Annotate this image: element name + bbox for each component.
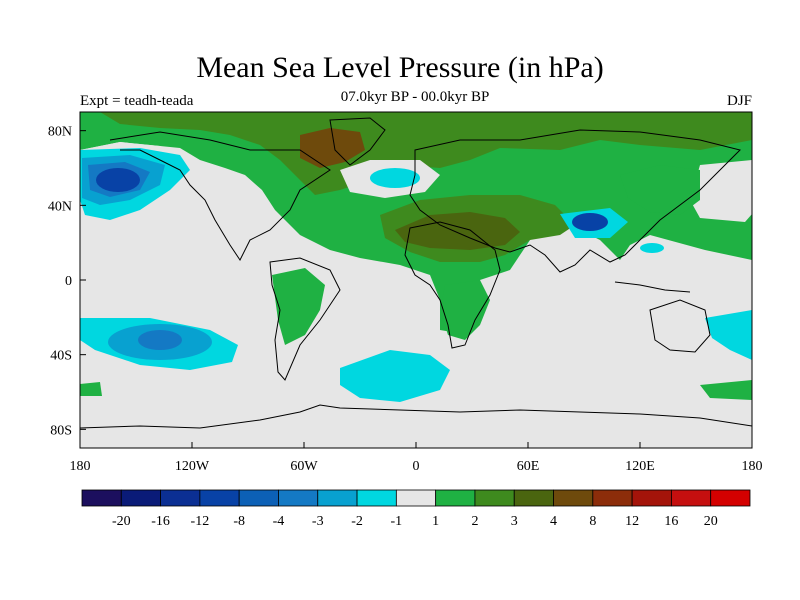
y-tick-label: 0 [65,274,72,289]
anomaly-region-southern-ocean-green [700,380,752,400]
colorbar-swatch [160,489,201,507]
colorbar-label: -12 [191,514,210,529]
map-axes: 180 120W 60W 0 60E 120E 180 80N 40N 0 40S 80S [48,125,763,474]
coastline-australia [649,299,711,353]
experiment-label: Expt = teadh-teada [80,93,194,109]
anomaly-region-south-america [272,268,325,345]
coastlines [80,117,752,429]
anomaly-region-west-pacific-low [640,243,664,253]
colorbar: -20 -16 -12 -8 -4 -3 -2 -1 1 2 3 4 8 12 16 20 [81,489,751,529]
colorbar-swatch [592,489,633,507]
coastline-antarctica [80,404,752,429]
colorbar-label: -20 [112,514,131,529]
x-tick-label: 120E [625,459,655,474]
colorbar-label: 8 [589,514,596,529]
coastline-north-america [109,131,331,261]
colorbar-swatch [671,489,712,507]
x-tick-label: 60E [517,459,540,474]
x-tick-label: 180 [70,459,91,474]
colorbar-label: 4 [550,514,557,529]
coastline-indonesia [614,281,691,293]
colorbar-swatch [474,489,515,507]
coastline-eurasia [409,129,741,273]
y-tick-label: 80S [50,423,72,438]
anomaly-region-south-atlantic-low [340,350,450,402]
colorbar-swatch [317,489,358,507]
anomaly-region-east-asia [620,165,700,215]
colorbar-label: -1 [391,514,403,529]
colorbar-swatch [81,489,122,507]
colorbar-swatch [435,489,476,507]
colorbar-swatch [120,489,161,507]
anomaly-region-africa-south [440,280,490,340]
anomaly-region-arctic-brown [300,128,365,168]
colorbar-swatch [395,489,437,507]
colorbar-label: -2 [351,514,363,529]
colorbar-swatch [199,489,240,507]
anomaly-region-iceland-low [370,168,420,188]
x-tick-label: 120W [175,459,210,474]
colorbar-swatch [356,489,397,507]
colorbar-label: -8 [233,514,245,529]
colorbar-swatch [631,489,672,507]
colorbar-label: 1 [432,514,439,529]
colorbar-label: -3 [312,514,324,529]
anomaly-region-south-pacific-core [138,330,182,350]
colorbar-swatch [553,489,594,507]
colorbar-label: -4 [273,514,285,529]
period-label: 07.0kyr BP - 00.0kyr BP [340,89,490,105]
colorbar-label: 12 [625,514,639,529]
x-tick-label: 180 [742,459,763,474]
y-tick-label: 40N [48,199,72,214]
x-tick-label: 0 [413,459,420,474]
x-tick-label: 60W [290,459,318,474]
anomaly-region-eurasia-dark-green [100,112,752,195]
colorbar-swatch [238,489,279,507]
anomaly-region-sahara [395,212,520,250]
anomaly-region-tibet-core [572,213,608,231]
map-field [80,112,752,448]
colorbar-swatch [513,489,554,507]
coastline-africa [404,221,501,349]
map-title: Mean Sea Level Pressure (in hPa) [196,51,604,84]
y-tick-label: 80N [48,125,72,140]
colorbar-label: 3 [511,514,518,529]
colorbar-swatch [278,489,319,507]
colorbar-label: -16 [151,514,170,529]
coastline-greenland [329,117,386,166]
colorbar-label: 2 [471,514,478,529]
season-label: DJF [726,93,752,109]
coastline-south-america [269,257,341,381]
y-tick-label: 40S [50,349,72,364]
colorbar-label: 16 [664,514,678,529]
anomaly-region-north-pacific-core [96,168,140,192]
anomaly-region-australia-low [705,310,752,360]
anomaly-region-southern-ocean-green-west [80,382,102,396]
colorbar-swatch [710,489,751,507]
colorbar-label: 20 [704,514,718,529]
